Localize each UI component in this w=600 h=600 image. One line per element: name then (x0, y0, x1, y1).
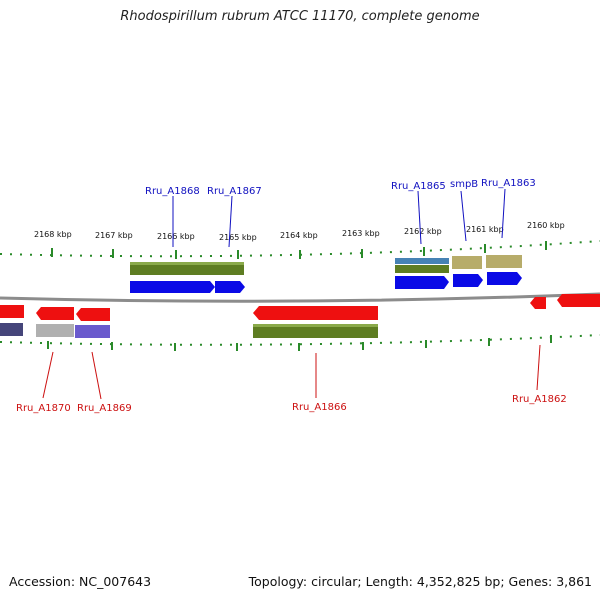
axis-tick: 2165 kbp (219, 233, 257, 351)
cds-arrow[interactable] (130, 281, 215, 293)
gene-labels: Rru_A1868 Rru_A1867 Rru_A1865 smpB Rru_A… (16, 178, 567, 414)
axis-tick: 2163 kbp (342, 229, 380, 350)
tick-label: 2167 kbp (95, 231, 133, 240)
gene-label-minus[interactable]: Rru_A1869 (77, 403, 132, 414)
tick-label: 2168 kbp (34, 230, 72, 239)
gene-label-plus[interactable]: smpB (450, 179, 478, 190)
accession-text: Accession: NC_007643 (9, 574, 152, 589)
cds-arrow[interactable] (530, 297, 546, 309)
cds-arrow[interactable] (0, 305, 24, 318)
feature-bar[interactable] (253, 324, 378, 338)
gene-label-minus[interactable]: Rru_A1862 (512, 394, 567, 405)
feature-bar[interactable] (486, 255, 522, 268)
feature-bar[interactable] (452, 256, 482, 269)
axis-tick: 2168 kbp (34, 230, 72, 349)
tick-label: 2161 kbp (466, 225, 504, 234)
gene-label-plus[interactable]: Rru_A1867 (207, 186, 262, 197)
feature-bar[interactable] (395, 258, 449, 264)
plus-strand-features (130, 255, 522, 293)
cds-arrow[interactable] (215, 281, 245, 293)
gene-label-plus[interactable]: Rru_A1863 (481, 178, 536, 189)
tick-label: 2166 kbp (157, 232, 195, 241)
axis-tick: 2167 kbp (95, 231, 133, 350)
minus-strand-features (0, 294, 600, 338)
gene-label-minus[interactable]: Rru_A1870 (16, 403, 71, 414)
cds-arrow[interactable] (253, 306, 378, 320)
tick-label: 2160 kbp (527, 221, 565, 230)
feature-bar[interactable] (0, 323, 23, 336)
feature-bar[interactable] (36, 324, 74, 337)
feature-bar[interactable] (75, 325, 110, 338)
genome-backbone (0, 292, 600, 303)
tick-label: 2164 kbp (280, 231, 318, 240)
feature-bar[interactable] (130, 262, 244, 275)
axis-tick: 2162 kbp (404, 227, 442, 348)
cds-arrow[interactable] (487, 272, 522, 285)
genome-summary-text: Topology: circular; Length: 4,352,825 bp… (248, 574, 592, 589)
cds-arrow[interactable] (453, 274, 483, 287)
tick-label: 2165 kbp (219, 233, 257, 242)
axis-tick: 2164 kbp (280, 231, 318, 351)
axis-tick: 2160 kbp (527, 221, 565, 343)
axis-ticks: 2168 kbp 2167 kbp 2166 kbp 2165 kbp 2164 (34, 221, 565, 351)
tick-label: 2162 kbp (404, 227, 442, 236)
feature-bar[interactable] (395, 265, 449, 273)
gene-label-plus[interactable]: Rru_A1868 (145, 186, 200, 197)
tick-label: 2163 kbp (342, 229, 380, 238)
gene-label-minus[interactable]: Rru_A1866 (292, 402, 347, 413)
map-title: Rhodospirillum rubrum ATCC 11170, comple… (120, 9, 480, 24)
axis-tick: 2166 kbp (157, 232, 195, 351)
cds-arrow[interactable] (395, 276, 449, 289)
cds-arrow[interactable] (36, 307, 74, 320)
cds-arrow[interactable] (557, 294, 600, 307)
axis-tick: 2161 kbp (466, 225, 504, 346)
gene-label-plus[interactable]: Rru_A1865 (391, 181, 446, 192)
cds-arrow[interactable] (76, 308, 110, 321)
